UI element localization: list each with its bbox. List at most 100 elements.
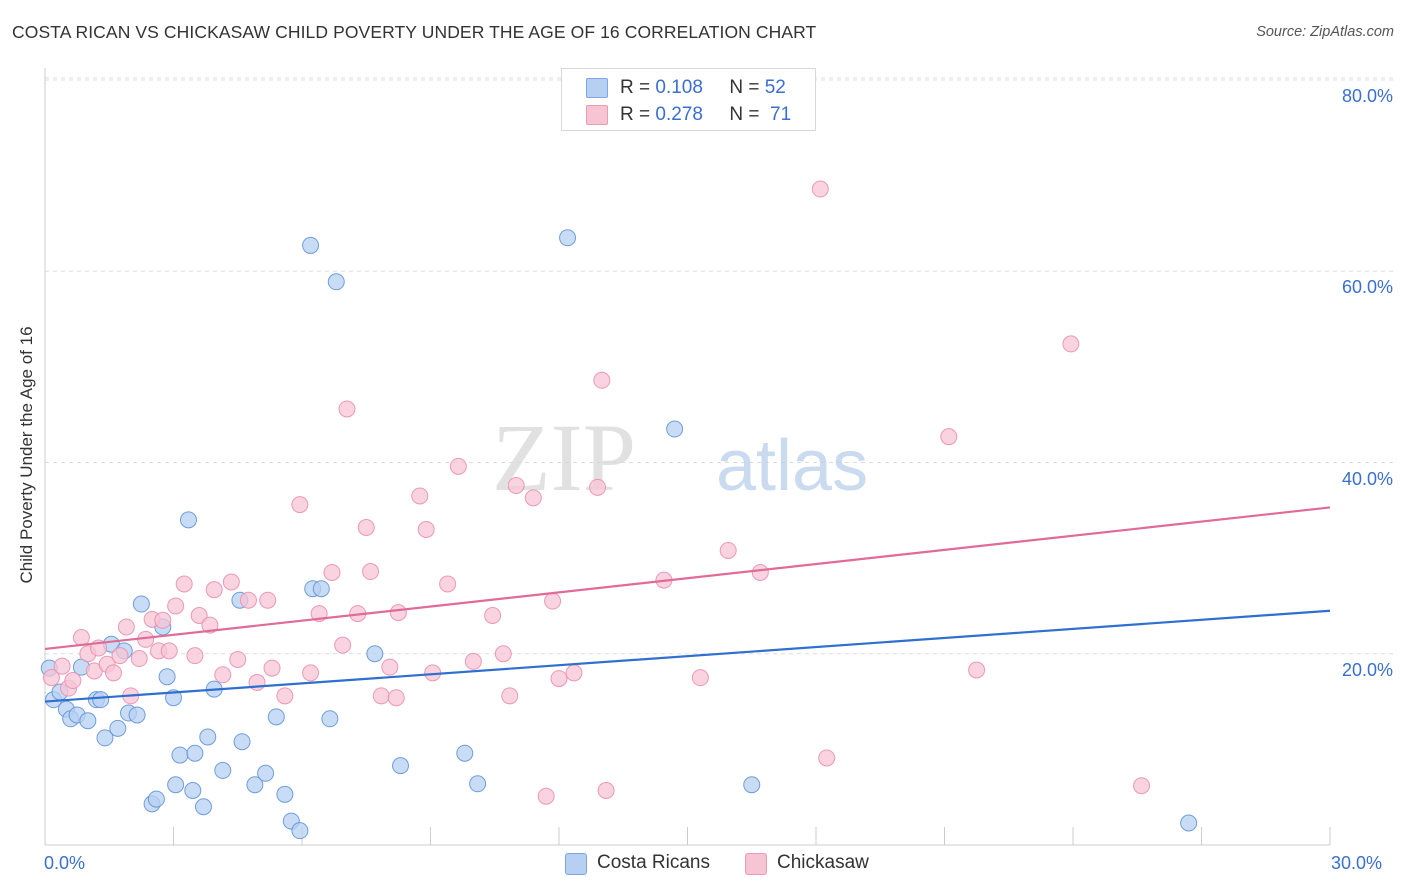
chickasaw-point: [818, 749, 836, 767]
costa-rican-point: [327, 273, 345, 291]
stats-legend: R = 0.108 N = 52 R = 0.278 N = 71: [561, 68, 816, 131]
chickasaw-point: [524, 489, 542, 507]
chickasaw-point: [323, 563, 341, 581]
chickasaw-point: [42, 669, 60, 687]
costa-rican-point: [199, 728, 217, 746]
chickasaw-point: [940, 428, 958, 446]
legend-swatch-blue: [565, 853, 587, 875]
costa-rican-point: [559, 229, 577, 247]
chickasaw-point: [387, 689, 405, 707]
costa-rican-point: [214, 761, 232, 779]
legend-r-label: R =: [620, 77, 651, 98]
costa-rican-point: [302, 236, 320, 254]
legend-r-value: 0.278: [655, 104, 703, 125]
chickasaw-point: [464, 652, 482, 670]
legend-n-value: 52: [764, 77, 786, 98]
chickasaw-point: [201, 616, 219, 634]
costa-rican-point: [92, 691, 110, 709]
chickasaw-point: [167, 597, 185, 615]
chickasaw-point: [239, 591, 257, 609]
x-tick-label-max: 30.0%: [1331, 853, 1383, 873]
costa-rican-point: [743, 776, 761, 794]
chickasaw-point: [53, 657, 71, 675]
chickasaw-point: [205, 581, 223, 599]
costa-rican-point: [147, 790, 165, 808]
chickasaw-point: [362, 563, 380, 581]
costa-rican-point: [109, 719, 127, 737]
legend-n-value: 71: [770, 104, 792, 125]
chickasaw-point: [334, 636, 352, 654]
costa-rican-trend-line: [44, 609, 1331, 703]
source-label: Source: ZipAtlas.com: [1256, 24, 1394, 40]
chickasaw-point: [501, 687, 519, 705]
costa-rican-point: [194, 798, 212, 816]
costa-rican-point: [167, 776, 185, 794]
costa-rican-point: [246, 776, 264, 794]
chickasaw-point: [439, 575, 457, 593]
chickasaw-point: [259, 591, 277, 609]
chickasaw-point: [229, 650, 247, 668]
chickasaw-point: [544, 592, 562, 610]
chickasaw-point: [417, 520, 435, 538]
chickasaw-point: [222, 573, 240, 591]
chickasaw-point: [494, 645, 512, 663]
chickasaw-point: [357, 519, 375, 537]
chickasaw-point: [381, 658, 399, 676]
chickasaw-point: [484, 607, 502, 624]
costa-rican-point: [257, 764, 275, 782]
chickasaw-point: [111, 647, 129, 665]
chickasaw-point: [449, 457, 467, 475]
costa-rican-point: [276, 785, 294, 803]
chickasaw-point: [263, 659, 281, 677]
chickasaw-point: [117, 618, 135, 636]
chickasaw-point: [593, 371, 611, 389]
chickasaw-point: [411, 487, 429, 505]
chickasaw-point: [291, 496, 309, 514]
chickasaw-point: [130, 650, 148, 668]
chickasaw-point: [214, 666, 232, 684]
chickasaw-point: [160, 642, 178, 660]
chickasaw-point: [1062, 335, 1080, 353]
series-legend-label: Chickasaw: [777, 852, 869, 873]
costa-rican-point: [132, 595, 150, 613]
costa-rican-point: [392, 757, 410, 775]
chickasaw-point: [537, 787, 555, 805]
chickasaw-point: [338, 400, 356, 418]
legend-n-label: N =: [729, 104, 760, 125]
legend-swatch-pink: [586, 105, 608, 125]
chickasaw-point: [565, 664, 583, 682]
trend-lines: [44, 506, 1331, 703]
costa-rican-point: [1180, 814, 1198, 832]
chickasaw-point: [968, 661, 986, 679]
chickasaw-point: [589, 478, 607, 496]
y-tick-label: 80.0%: [1341, 86, 1393, 106]
costa-rican-point: [291, 822, 309, 840]
chickasaw-point: [811, 180, 829, 198]
series-legend-label: Costa Ricans: [597, 852, 710, 873]
costa-rican-point: [469, 775, 487, 793]
chickasaw-point: [105, 664, 123, 682]
chickasaw-point: [719, 541, 737, 559]
chickasaw-point: [372, 687, 390, 705]
costa-rican-point: [128, 706, 146, 724]
chickasaw-point: [389, 604, 407, 622]
chickasaw-point: [550, 670, 568, 688]
costa-rican-point: [186, 744, 204, 762]
costa-rican-point: [267, 708, 285, 726]
costa-rican-point: [666, 420, 684, 438]
chickasaw-point: [276, 687, 294, 705]
data-points: [40, 180, 1198, 840]
y-tick-label: 20.0%: [1341, 659, 1393, 680]
chickasaw-point: [64, 672, 82, 690]
chickasaw-point: [186, 647, 204, 665]
chickasaw-point: [175, 575, 193, 593]
chickasaw-point: [597, 781, 615, 799]
costa-rican-point: [312, 580, 330, 598]
costa-rican-point: [179, 511, 197, 529]
watermark: ZIP atlas: [492, 404, 868, 511]
chickasaw-trend-line: [44, 506, 1331, 651]
costa-rican-point: [184, 781, 202, 799]
y-axis-label: Child Poverty Under the Age of 16: [17, 326, 36, 584]
legend-r-label: R =: [620, 104, 651, 125]
